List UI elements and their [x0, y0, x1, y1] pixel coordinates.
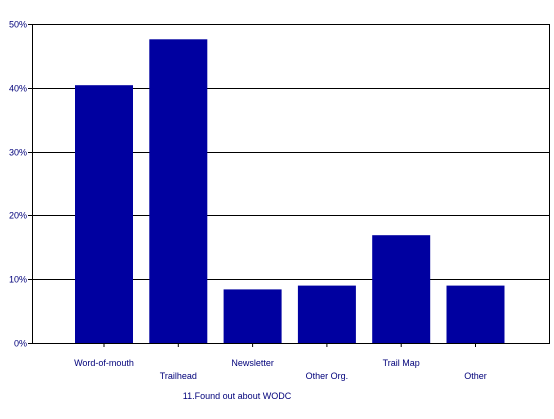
- bars: [75, 39, 505, 344]
- y-tick-labels: 0% 10% 20% 30% 40% 50%: [9, 20, 27, 349]
- x-tick-label: Trail Map: [383, 358, 420, 368]
- x-axis-title: 11.Found out about WODC: [183, 391, 292, 401]
- bar-trailhead: [149, 39, 208, 344]
- bar-other: [446, 285, 505, 343]
- x-tick-label: Word-of-mouth: [74, 358, 134, 368]
- y-tick-label: 50%: [9, 20, 27, 30]
- y-tick-label: 10%: [9, 275, 27, 285]
- bar-newsletter: [223, 289, 282, 343]
- bar-other-org: [297, 285, 356, 343]
- x-tick-label: Trailhead: [160, 371, 197, 381]
- y-tick-label: 30%: [9, 148, 27, 158]
- y-tick-label: 20%: [9, 211, 27, 221]
- axes: [28, 24, 550, 347]
- x-tick-label: Other Org.: [306, 371, 349, 381]
- x-tick-label: Newsletter: [231, 358, 274, 368]
- y-tick-label: 40%: [9, 84, 27, 94]
- x-tick-labels: Word-of-mouth Trailhead Newsletter Other Or…: [74, 358, 487, 381]
- bar-trail-map: [372, 235, 431, 343]
- bar-word-of-mouth: [75, 85, 133, 343]
- x-tick-label: Other: [464, 371, 487, 381]
- y-tick-label: 0%: [14, 339, 27, 349]
